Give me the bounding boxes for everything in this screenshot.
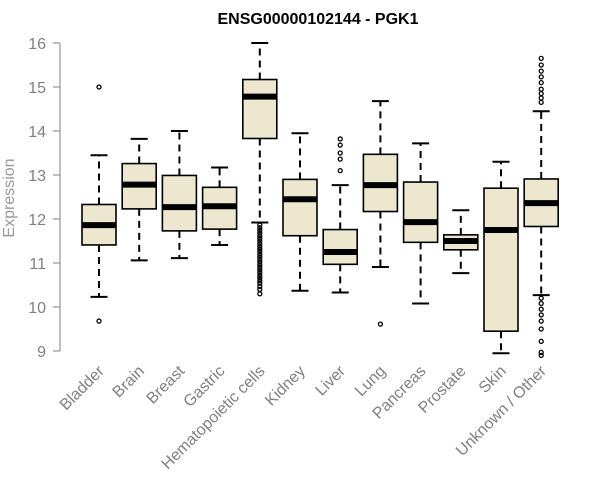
outlier-point bbox=[538, 86, 544, 92]
outlier-point bbox=[257, 262, 263, 268]
outlier-point bbox=[257, 286, 263, 293]
outlier-point bbox=[538, 90, 544, 97]
outlier-point bbox=[538, 68, 544, 74]
y-tick-label: 12 bbox=[28, 212, 46, 229]
outlier-point bbox=[257, 238, 263, 244]
iqr-box bbox=[322, 228, 359, 266]
outlier-point bbox=[538, 318, 544, 324]
y-tick-label: 14 bbox=[28, 124, 46, 141]
outlier-point bbox=[538, 99, 544, 106]
box-gastric bbox=[201, 166, 238, 246]
outlier-point bbox=[538, 338, 544, 344]
x-tick-label: Bladder bbox=[57, 362, 108, 413]
box-bladder bbox=[81, 84, 117, 324]
y-tick-label: 11 bbox=[29, 256, 46, 273]
box-hematopoietic-cells bbox=[242, 42, 278, 297]
x-tick-label: Liver bbox=[312, 362, 349, 399]
y-axis-label: Expression bbox=[1, 158, 18, 237]
x-tick-label: Kidney bbox=[262, 363, 309, 410]
outlier-point bbox=[257, 259, 263, 265]
iqr-box bbox=[242, 78, 278, 140]
outlier-point bbox=[96, 84, 102, 90]
outlier-point bbox=[538, 55, 544, 62]
outlier-point bbox=[257, 246, 263, 252]
box-breast bbox=[161, 130, 198, 260]
outlier-point bbox=[257, 230, 263, 236]
chart-title: ENSG00000102144 - PGK1 bbox=[217, 11, 418, 28]
iqr-box bbox=[161, 174, 198, 232]
outlier-point bbox=[257, 264, 263, 271]
box-skin bbox=[483, 160, 519, 355]
outlier-point bbox=[337, 142, 343, 148]
box-liver bbox=[322, 136, 359, 294]
outlier-point bbox=[538, 352, 544, 359]
outlier-point bbox=[257, 225, 263, 231]
box-prostate bbox=[442, 209, 479, 275]
outlier-point bbox=[337, 167, 343, 174]
iqr-box bbox=[402, 181, 439, 244]
box-brain bbox=[121, 137, 157, 262]
iqr-box bbox=[483, 187, 519, 332]
outlier-point bbox=[377, 321, 384, 327]
box-pancreas bbox=[402, 142, 439, 305]
outlier-point bbox=[337, 150, 343, 156]
outlier-point bbox=[257, 275, 263, 281]
y-axis: 9 10 11 12 13 14 15 16 bbox=[28, 36, 61, 361]
outlier-point bbox=[257, 235, 263, 242]
box-unknown-other bbox=[523, 55, 560, 359]
outlier-point bbox=[257, 277, 263, 284]
box-kidney bbox=[282, 132, 318, 292]
outlier-point bbox=[257, 272, 263, 278]
y-tick-label: 9 bbox=[37, 344, 46, 361]
y-tick-label: 16 bbox=[28, 36, 46, 53]
box-series bbox=[81, 42, 560, 359]
outlier-point bbox=[538, 349, 544, 355]
outlier-point bbox=[96, 318, 102, 324]
outlier-point bbox=[257, 227, 263, 234]
outlier-point bbox=[257, 267, 263, 273]
outlier-point bbox=[257, 243, 263, 249]
outlier-point bbox=[538, 306, 544, 312]
outlier-point bbox=[538, 79, 544, 86]
y-tick-label: 13 bbox=[28, 168, 46, 185]
iqr-box bbox=[282, 178, 318, 237]
outlier-point bbox=[538, 95, 544, 101]
outlier-point bbox=[257, 251, 263, 257]
outlier-point bbox=[538, 295, 544, 301]
x-tick-label: Skin bbox=[476, 363, 510, 397]
outlier-point bbox=[257, 283, 263, 289]
outlier-point bbox=[257, 270, 263, 276]
outlier-point bbox=[257, 222, 263, 228]
outlier-point bbox=[337, 156, 343, 162]
outlier-point bbox=[257, 254, 263, 260]
y-tick-label: 10 bbox=[28, 300, 46, 317]
outlier-point bbox=[538, 74, 544, 80]
outlier-point bbox=[257, 240, 263, 247]
outlier-point bbox=[257, 256, 263, 263]
x-tick-label: Lung bbox=[352, 363, 389, 400]
y-tick-label: 15 bbox=[28, 80, 46, 97]
outlier-point bbox=[538, 300, 544, 307]
outlier-point bbox=[538, 326, 544, 332]
outlier-point bbox=[538, 312, 544, 318]
outlier-point bbox=[538, 62, 544, 68]
outlier-point bbox=[257, 248, 263, 255]
outlier-point bbox=[257, 233, 263, 239]
outlier-point bbox=[257, 280, 263, 286]
outlier-point bbox=[257, 291, 263, 297]
box-lung bbox=[362, 100, 399, 327]
outlier-point bbox=[337, 136, 343, 142]
